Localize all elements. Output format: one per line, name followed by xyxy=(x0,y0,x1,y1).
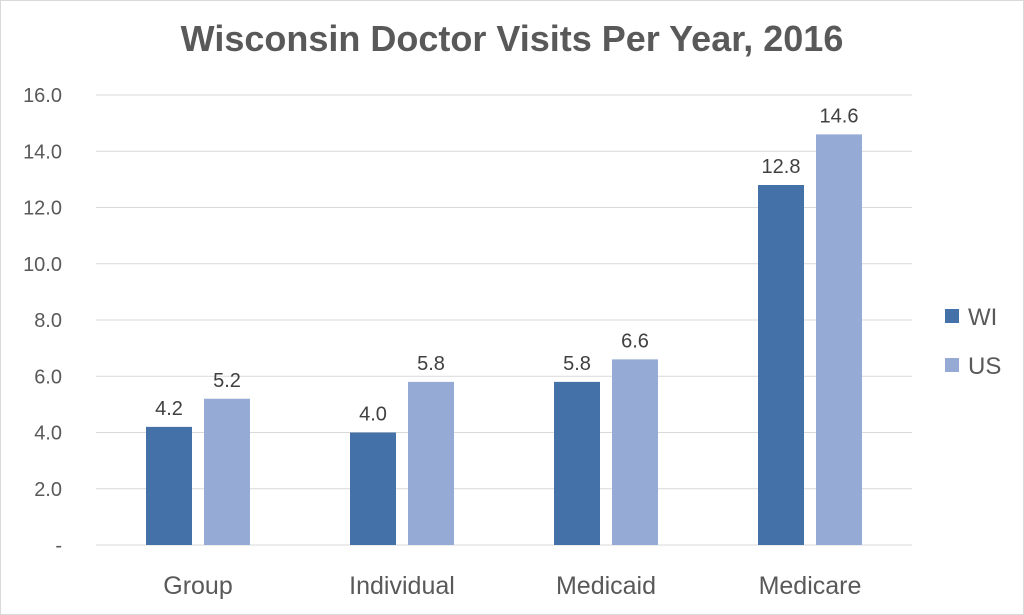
y-axis-ticks: - 2.0 4.0 6.0 8.0 10.0 12.0 14.0 16.0 xyxy=(23,85,62,557)
data-labels: 4.2 5.2 4.0 5.8 5.8 6.6 12.8 14.6 xyxy=(155,105,858,425)
data-label-wi-individual: 4.0 xyxy=(359,404,387,426)
data-label-us-medicaid: 6.6 xyxy=(621,330,649,352)
data-label-us-group: 5.2 xyxy=(213,370,241,392)
bar-us-medicaid xyxy=(612,359,658,545)
y-tick-label-4: 8.0 xyxy=(34,310,62,332)
bars xyxy=(146,134,862,545)
data-label-wi-medicaid: 5.8 xyxy=(563,353,591,375)
y-tick-label-7: 14.0 xyxy=(23,141,62,163)
y-tick-label-2: 4.0 xyxy=(34,423,62,445)
bar-wi-medicaid xyxy=(554,381,600,545)
y-tick-label-5: 10.0 xyxy=(23,254,62,276)
y-tick-label-6: 12.0 xyxy=(23,198,62,220)
legend-swatch-wi xyxy=(945,309,959,323)
bar-wi-group xyxy=(146,426,192,545)
chart-title: Wisconsin Doctor Visits Per Year, 2016 xyxy=(180,18,844,59)
category-label-individual: Individual xyxy=(349,572,455,600)
data-label-wi-medicare: 12.8 xyxy=(762,156,801,178)
y-tick-label-0: - xyxy=(55,535,62,557)
bar-us-individual xyxy=(408,381,454,545)
legend-label-us: US xyxy=(968,353,1001,380)
bar-us-group xyxy=(204,398,250,545)
y-tick-label-8: 16.0 xyxy=(23,85,62,107)
y-tick-label-3: 6.0 xyxy=(34,366,62,388)
legend: WI US xyxy=(945,304,1001,380)
category-label-medicaid: Medicaid xyxy=(556,572,656,600)
data-label-us-individual: 5.8 xyxy=(417,353,445,375)
data-label-us-medicare: 14.6 xyxy=(820,105,859,127)
legend-swatch-us xyxy=(945,358,959,372)
legend-label-wi: WI xyxy=(968,304,997,331)
bar-wi-medicare xyxy=(758,185,804,545)
data-label-wi-group: 4.2 xyxy=(155,398,183,420)
category-label-medicare: Medicare xyxy=(759,572,862,600)
bar-us-medicare xyxy=(816,134,862,545)
category-label-group: Group xyxy=(163,572,232,600)
y-tick-label-1: 2.0 xyxy=(34,479,62,501)
bar-wi-individual xyxy=(350,432,396,545)
x-axis-categories: Group Individual Medicaid Medicare xyxy=(163,572,861,600)
